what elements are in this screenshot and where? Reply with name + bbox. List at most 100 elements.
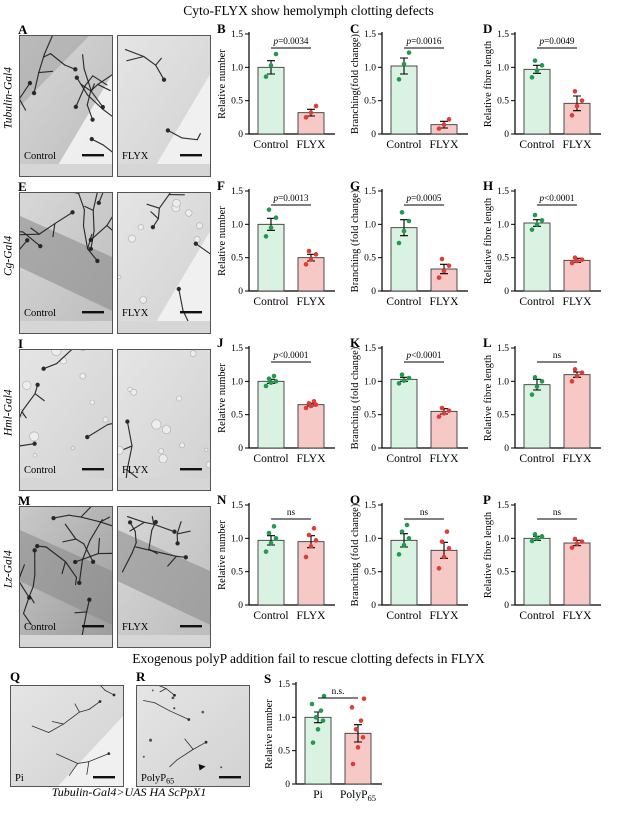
scale-bar <box>82 311 104 314</box>
micro-frame: Control <box>0 503 151 680</box>
image-label: FLYX <box>122 465 149 476</box>
p-value: p=0.0005 <box>405 193 441 203</box>
data-point <box>539 218 545 223</box>
y-tick-label: 0 <box>238 287 243 297</box>
y-tick-label: 0.5 <box>364 411 376 421</box>
figure-row: Hml-Gal4 I Control FLYX J Relative number 0 0.5… <box>0 319 617 491</box>
x-tick-label: Control <box>386 139 421 151</box>
data-point <box>306 401 312 406</box>
y-tick-label: 0 <box>371 444 376 454</box>
data-point <box>306 532 312 538</box>
data-point <box>441 411 447 416</box>
panel-letter-R: R <box>136 669 146 684</box>
data-point <box>569 379 575 384</box>
microscopy-image-control: Control <box>0 164 150 321</box>
p-value: ns <box>420 507 429 517</box>
y-tick-label: 0 <box>504 444 509 454</box>
y-axis-label: Relative fibre length <box>483 40 494 127</box>
x-tick-label: FLYX <box>430 453 460 465</box>
p-value: n.s. <box>332 686 345 696</box>
y-axis-label: Branching (fold change) <box>350 503 361 606</box>
micro-frame: FLYX <box>117 171 236 340</box>
p-value: p<0.0001 <box>538 193 574 203</box>
bar-control <box>390 227 418 292</box>
data-point <box>303 405 309 411</box>
data-point <box>574 103 580 109</box>
scale-bar <box>180 311 202 314</box>
y-tick-label: 0.5 <box>364 97 376 107</box>
bar-control <box>257 66 285 135</box>
microscopy-image-control: Control <box>0 503 151 680</box>
micro-frame: Control <box>0 319 131 491</box>
data-point <box>313 402 319 407</box>
y-axis-label: Branching (fold change) <box>350 189 361 292</box>
data-point <box>534 222 540 227</box>
y-tick-label: 0.5 <box>497 411 509 421</box>
rescue-section: Exogenous polyP addition fail to rescue … <box>0 648 617 820</box>
rescue-panel-R: R PolyP65 <box>114 657 250 820</box>
image-label: PolyP65 <box>141 773 174 786</box>
y-tick-label: 0.5 <box>231 568 243 578</box>
panel-letter-E: E <box>18 179 27 194</box>
y-axis-label: Relative fibre length <box>483 354 494 441</box>
y-tick-label: 1.0 <box>231 63 243 73</box>
x-tick-label: Control <box>253 296 288 308</box>
p-value: ns <box>553 350 562 360</box>
error-bar <box>354 724 362 743</box>
image-pair: Control FLYX <box>0 491 215 680</box>
bar-control <box>523 68 551 135</box>
p-value: p=0.0049 <box>538 36 574 46</box>
chart-panel-D: D Relative fibre length 0 0.5 1.0 1.5 p=0.0049… <box>481 20 614 177</box>
x-tick-label: Control <box>386 296 421 308</box>
y-tick-label: 0.5 <box>231 254 243 264</box>
bar-control <box>257 223 285 292</box>
y-tick-label: 0.5 <box>497 568 509 578</box>
data-point <box>574 258 580 264</box>
data-point <box>399 372 405 377</box>
bar-flyx <box>563 259 591 292</box>
bar-flyx <box>563 374 591 449</box>
x-tick-label: FLYX <box>563 610 593 622</box>
data-point <box>404 522 410 528</box>
data-point <box>353 727 359 732</box>
x-tick-label: Control <box>519 296 554 308</box>
panel-letter-G: G <box>350 178 361 193</box>
data-point <box>311 399 317 404</box>
scale-bar <box>93 776 115 779</box>
data-point <box>350 761 356 767</box>
chart-H: Relative fibre length 0 0.5 1.0 1.5 p<0.0001 C… <box>483 187 601 308</box>
data-point <box>572 367 578 372</box>
chart-D: Relative fibre length 0 0.5 1.0 1.5 p=0.0049 C… <box>483 30 601 151</box>
x-tick-label: Control <box>519 139 554 151</box>
rescue-title: Exogenous polyP addition fail to rescue … <box>132 651 485 666</box>
y-tick-label: 0 <box>371 601 376 611</box>
x-tick-label: PolyP65 <box>340 789 376 803</box>
image-pair: Control FLYX <box>0 319 215 491</box>
data-point <box>401 61 407 67</box>
data-point <box>441 122 447 127</box>
micro-frame: Pi <box>10 653 124 787</box>
y-tick-label: 1.5 <box>231 501 243 511</box>
data-point <box>439 405 445 411</box>
chart-N: Relative number 0 0.5 1.0 1.5 ns Control FLYX <box>217 501 335 622</box>
bar-control <box>523 537 551 606</box>
data-point <box>313 538 319 543</box>
y-axis-label: Relative fibre length <box>483 511 494 598</box>
data-point <box>313 715 319 720</box>
y-tick-label: 1.0 <box>497 220 509 230</box>
y-tick-label: 0 <box>285 780 290 790</box>
rescue-content: Q Pi R PolyP65 S Relative number 0 0.5 1.0 1.5 n.s… <box>0 653 617 820</box>
chart-K: Branching (fold change) 0 0.5 1.0 1.5 p<0.000… <box>350 344 468 465</box>
data-point <box>529 227 535 232</box>
data-point <box>303 115 309 120</box>
data-point <box>311 526 317 531</box>
data-point <box>263 383 269 389</box>
data-point <box>401 378 407 383</box>
panel-letter-P: P <box>483 492 491 507</box>
data-point <box>529 392 535 397</box>
image-label: Control <box>24 465 56 476</box>
data-point <box>349 705 355 710</box>
panel-letter-Q: Q <box>10 669 21 684</box>
data-point <box>446 263 452 268</box>
panel-letter-A: A <box>18 22 28 37</box>
